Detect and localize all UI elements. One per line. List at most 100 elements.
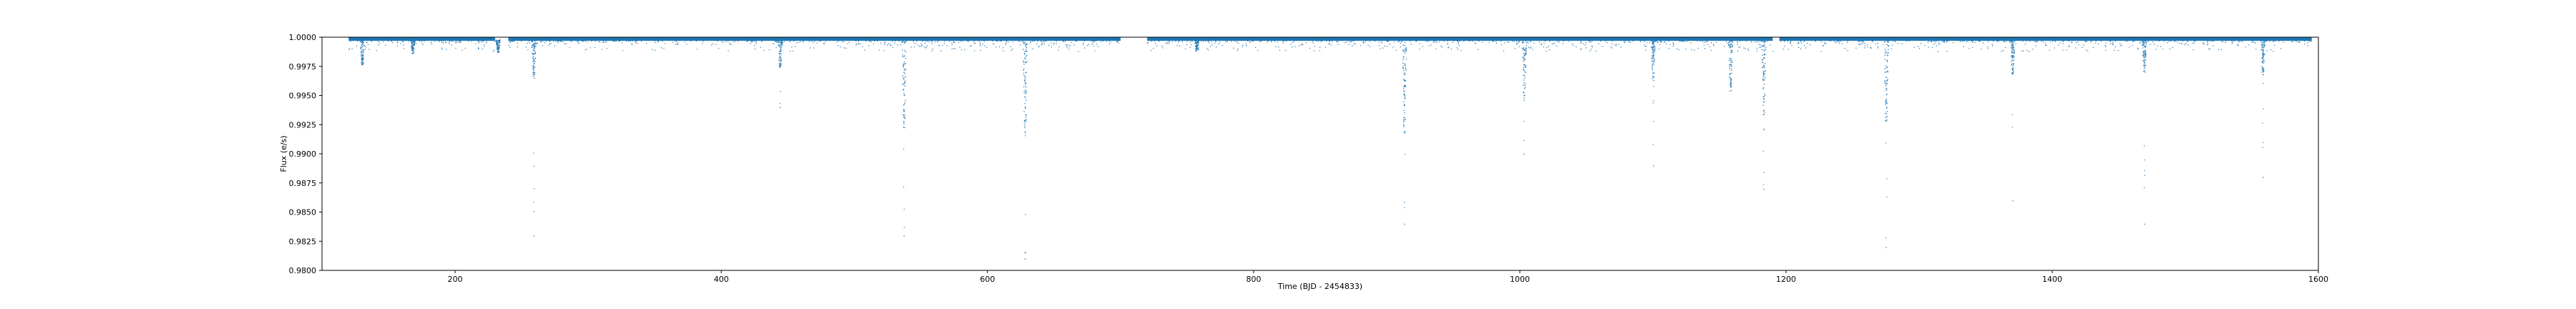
noise-point [2167, 42, 2168, 44]
dip-point-9 [1524, 49, 1526, 51]
dip-point-0 [362, 64, 364, 66]
dip-point-14 [2011, 51, 2012, 52]
dip-point-13 [1886, 54, 1888, 56]
noise-point [1211, 41, 1213, 43]
dip-point-11 [1730, 46, 1732, 47]
noise-point [1050, 46, 1053, 48]
dip-point-11 [1730, 79, 1732, 81]
noise-point [1583, 43, 1584, 44]
noise-point [1397, 41, 1399, 42]
noise-point [919, 46, 921, 47]
dip-point-11 [1730, 51, 1732, 52]
noise-point [855, 44, 857, 46]
noise-point [1913, 46, 1916, 49]
noise-point [2245, 46, 2246, 48]
noise-point [924, 47, 927, 49]
noise-point [2084, 41, 2086, 42]
noise-point [2232, 41, 2233, 43]
dip-point-4 [781, 40, 784, 41]
dip-point-8 [1403, 94, 1405, 96]
dip-point-2 [495, 41, 497, 43]
dip-point-12 [1763, 71, 1765, 72]
noise-point [1312, 42, 1314, 44]
dip-point-3 [535, 57, 537, 59]
dip-point-3 [532, 72, 534, 74]
noise-point [1496, 42, 1498, 44]
dip-point-10 [1652, 46, 1654, 49]
noise-point [1482, 41, 1483, 43]
noise-point [900, 44, 902, 46]
noise-point [2002, 49, 2004, 52]
noise-point [763, 50, 765, 52]
dip-point-6 [1024, 39, 1025, 41]
dip-point-3 [534, 40, 535, 41]
dip-point-9 [1524, 39, 1526, 41]
noise-point [1242, 44, 1244, 46]
baseline-band-3 [1779, 36, 2312, 41]
noise-point [2001, 51, 2002, 52]
noise-point [746, 41, 748, 42]
dip-point-7 [1197, 39, 1199, 41]
noise-point [1237, 42, 1239, 44]
dip-point-3 [533, 60, 535, 62]
noise-point [995, 46, 997, 48]
noise-point [606, 48, 608, 49]
dip-point-2 [499, 41, 501, 44]
noise-point [1791, 44, 1792, 46]
outlier-trail-point [1653, 86, 1654, 87]
dip-point-1 [411, 48, 413, 49]
dip-point-12 [1763, 44, 1765, 45]
outlier-trail-point [2012, 55, 2014, 57]
dip-point-0 [361, 42, 363, 44]
dip-point-6 [1025, 107, 1026, 109]
noise-point [603, 41, 605, 43]
dip-point-11 [1729, 44, 1731, 46]
dip-point-0 [361, 44, 363, 45]
dip-point-15 [2142, 55, 2144, 57]
outlier-point-9 [2012, 200, 2014, 202]
noise-point [1820, 51, 1822, 52]
noise-point [1362, 41, 1364, 44]
x-tick-label: 1400 [2042, 275, 2062, 284]
outlier-trail-point [1653, 99, 1654, 102]
noise-point [1838, 42, 1840, 44]
noise-point [1422, 46, 1423, 47]
noise-point [401, 41, 403, 43]
noise-point [1084, 47, 1085, 49]
noise-point [1166, 41, 1168, 43]
noise-point [2058, 44, 2059, 46]
dip-point-2 [499, 39, 501, 41]
dip-point-10 [1653, 44, 1654, 45]
dip-point-14 [2013, 55, 2014, 57]
dip-point-0 [360, 48, 361, 49]
dip-point-4 [781, 42, 783, 44]
noise-point [1841, 43, 1843, 44]
noise-point [1348, 44, 1350, 45]
dip-point-0 [362, 55, 364, 57]
noise-point [1729, 41, 1731, 43]
noise-point [1798, 42, 1800, 44]
noise-point [1010, 49, 1012, 51]
noise-point [2104, 45, 2106, 46]
y-tick-label: 0.9975 [289, 62, 317, 72]
dip-point-10 [1653, 39, 1654, 41]
dip-point-13 [1885, 87, 1887, 89]
dip-point-3 [532, 76, 534, 77]
dip-point-15 [2142, 44, 2144, 46]
dip-point-12 [1763, 64, 1765, 67]
noise-point [1554, 42, 1556, 44]
dip-point-5 [902, 77, 904, 79]
dip-point-6 [1026, 54, 1028, 56]
dip-point-14 [2011, 72, 2014, 74]
dip-point-10 [1652, 42, 1654, 44]
noise-point [973, 42, 975, 44]
noise-point [1798, 46, 1800, 48]
noise-point [1528, 46, 1530, 48]
noise-point [663, 47, 665, 49]
dip-point-13 [1885, 89, 1887, 92]
dip-point-11 [1729, 82, 1731, 84]
dip-point-15 [2142, 59, 2144, 62]
noise-point [366, 41, 368, 44]
noise-point [2137, 47, 2139, 49]
